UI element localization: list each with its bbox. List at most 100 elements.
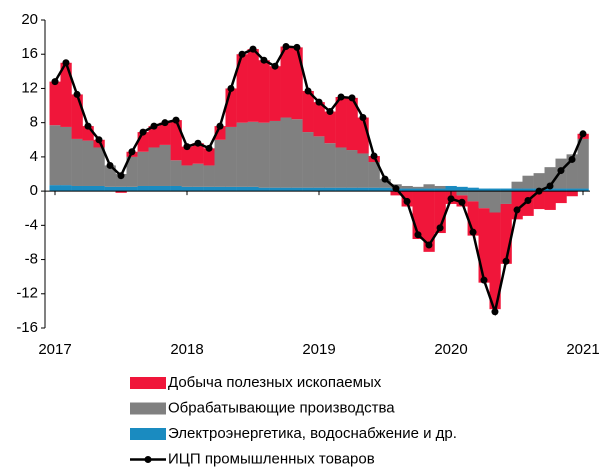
bar-segment	[49, 125, 61, 186]
bar-segment	[478, 208, 490, 283]
x-tick-label: 2020	[434, 341, 467, 358]
bar-segment	[291, 47, 303, 120]
bar-segment	[137, 185, 149, 192]
bar-segment	[236, 186, 248, 192]
line-marker	[194, 139, 202, 147]
line-marker	[579, 130, 587, 138]
bar-segment	[566, 188, 578, 192]
y-tick-label: -16	[16, 319, 38, 336]
bar-segment	[192, 186, 204, 192]
line-marker	[425, 241, 433, 249]
y-tick-label: 4	[30, 148, 38, 165]
bar-segment	[401, 185, 413, 189]
bar-segment	[214, 186, 226, 192]
bar-segment	[148, 147, 160, 186]
bar-segment	[291, 187, 303, 192]
x-tick-label: 2021	[566, 341, 599, 358]
bar-segment	[544, 191, 556, 210]
line-marker	[337, 93, 345, 101]
bar-segment	[522, 175, 534, 189]
bar-segment	[269, 66, 281, 121]
bar-segment	[181, 186, 193, 192]
line-marker	[546, 182, 554, 190]
bar-segment	[324, 143, 336, 188]
line-marker	[51, 78, 59, 86]
bar-segment	[346, 187, 358, 192]
line-marker	[447, 195, 455, 203]
bar-segment	[93, 185, 105, 192]
bar-segment	[412, 191, 424, 240]
line-marker	[326, 108, 334, 116]
bar-segment	[159, 122, 171, 145]
x-tick-label: 2017	[38, 341, 71, 358]
legend-label: Электроэнергетика, водоснабжение и др.	[168, 425, 457, 442]
line-marker	[205, 144, 213, 152]
bar-segment	[423, 188, 435, 192]
bar-segment	[346, 97, 358, 151]
bar-segment	[511, 188, 523, 192]
line-marker	[172, 116, 180, 124]
bar-segment	[390, 191, 402, 196]
bar-segment	[225, 88, 237, 127]
line-marker	[128, 148, 136, 156]
legend-swatch	[144, 456, 152, 463]
bar-segment	[489, 212, 501, 310]
bar-segment	[115, 191, 127, 193]
bar-segment	[434, 191, 446, 234]
bar-segment	[544, 188, 556, 192]
bar-segment	[258, 60, 270, 123]
bar-segment	[203, 186, 215, 192]
line-marker	[106, 161, 114, 169]
bar-segment	[236, 54, 248, 123]
bar-segment	[126, 156, 138, 187]
bar-segment	[192, 163, 204, 187]
line-marker	[227, 84, 235, 92]
legend-label: Добыча полезных ископаемых	[168, 374, 382, 391]
x-tick-label: 2019	[302, 341, 335, 358]
line-marker	[315, 98, 323, 106]
bar-segment	[115, 186, 127, 192]
bar-segment	[423, 184, 435, 189]
bar-segment	[357, 187, 369, 192]
bar-segment	[357, 153, 369, 188]
bar-segment	[203, 165, 215, 187]
bar-segment	[214, 139, 226, 187]
line-marker	[62, 59, 70, 67]
line-marker	[249, 45, 257, 53]
y-tick-label: 16	[21, 45, 38, 62]
bar-segment	[247, 121, 259, 187]
bar-segment	[313, 102, 325, 137]
line-marker	[535, 187, 543, 195]
bar-segment	[500, 203, 512, 264]
bar-segment	[170, 185, 182, 192]
bar-segment	[104, 165, 116, 187]
line-marker	[458, 198, 466, 206]
bar-segment	[280, 46, 292, 118]
bar-segment	[302, 187, 314, 192]
bar-segment	[324, 187, 336, 192]
bar-segment	[247, 186, 259, 192]
bar-segment	[566, 154, 578, 189]
bar-segment	[478, 188, 490, 192]
line-marker	[491, 308, 499, 316]
bar-segment	[566, 191, 578, 197]
y-tick-label: -12	[16, 285, 38, 302]
bar-segment	[313, 136, 325, 188]
legend-label: Обрабатывающие производства	[168, 399, 395, 416]
line-marker	[271, 62, 279, 70]
bar-segment	[159, 144, 171, 186]
bar-segment	[148, 126, 160, 148]
legend-swatch	[130, 402, 166, 415]
bar-segment	[434, 188, 446, 192]
bar-segment	[225, 126, 237, 187]
line-marker	[293, 43, 301, 51]
bar-segment	[170, 160, 182, 186]
bar-segment	[104, 186, 116, 192]
bar-segment	[500, 188, 512, 192]
bar-segment	[291, 119, 303, 188]
bar-segment	[49, 185, 61, 192]
bar-segment	[434, 185, 446, 189]
line-marker	[414, 231, 422, 239]
bar-segment	[368, 162, 380, 188]
